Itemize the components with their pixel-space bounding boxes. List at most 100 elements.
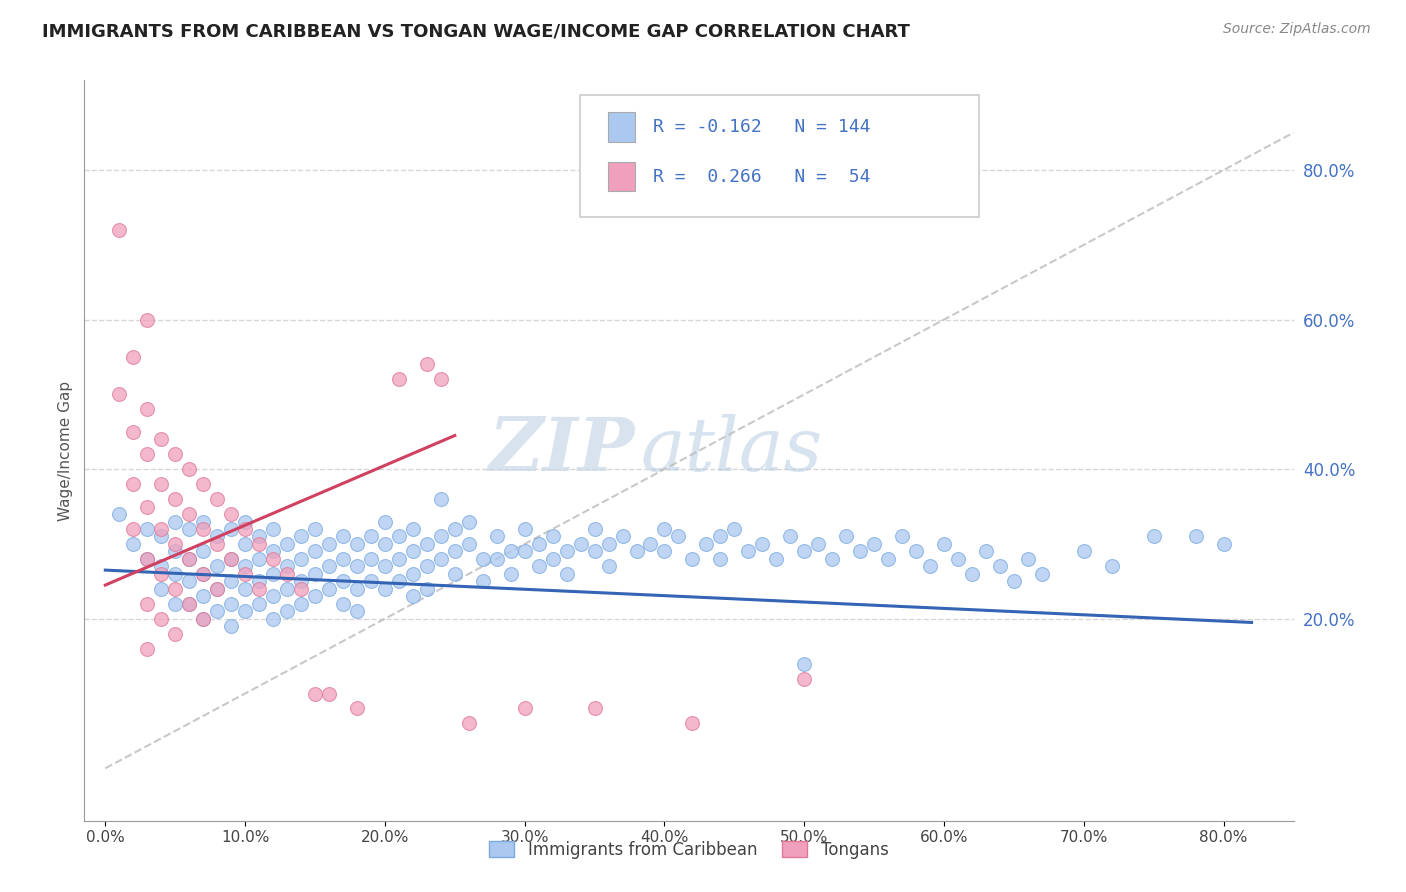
Point <box>360 529 382 543</box>
Point <box>136 641 159 656</box>
Point <box>723 522 745 536</box>
Point <box>290 582 312 596</box>
Point <box>290 552 312 566</box>
Point <box>360 552 382 566</box>
Point <box>318 686 340 700</box>
Point <box>1002 574 1025 589</box>
Point <box>779 529 801 543</box>
Point <box>555 566 578 581</box>
Point <box>430 491 453 506</box>
Point <box>318 582 340 596</box>
Point <box>165 582 187 596</box>
Point <box>443 566 465 581</box>
Point <box>807 537 830 551</box>
Point <box>1031 566 1053 581</box>
Point <box>108 387 131 401</box>
Point <box>430 372 453 386</box>
Point <box>219 552 242 566</box>
Point <box>1017 552 1039 566</box>
Point <box>262 552 284 566</box>
Point <box>205 529 228 543</box>
Point <box>179 552 201 566</box>
Point <box>276 582 298 596</box>
Point <box>233 582 256 596</box>
Point <box>150 477 173 491</box>
Point <box>849 544 872 558</box>
Point <box>304 544 326 558</box>
Point <box>932 537 955 551</box>
Point <box>416 358 439 372</box>
Point <box>681 716 703 731</box>
Point <box>443 544 465 558</box>
Point <box>205 537 228 551</box>
Point <box>193 612 215 626</box>
Point <box>388 552 411 566</box>
Point <box>416 559 439 574</box>
Point <box>332 574 354 589</box>
Point <box>654 522 676 536</box>
Point <box>612 529 634 543</box>
Point <box>136 597 159 611</box>
Point <box>165 544 187 558</box>
Point <box>1101 559 1123 574</box>
Point <box>205 491 228 506</box>
Point <box>457 515 479 529</box>
Point <box>219 507 242 521</box>
Point <box>402 522 425 536</box>
Point <box>569 537 592 551</box>
Point <box>485 529 508 543</box>
Point <box>108 223 131 237</box>
Point <box>193 566 215 581</box>
Point <box>193 612 215 626</box>
Point <box>205 582 228 596</box>
Point <box>165 626 187 640</box>
Point <box>193 522 215 536</box>
Point <box>290 529 312 543</box>
Point <box>165 447 187 461</box>
Point <box>150 566 173 581</box>
Point <box>262 544 284 558</box>
Point <box>555 544 578 558</box>
Point <box>165 566 187 581</box>
Point <box>318 559 340 574</box>
Point <box>290 574 312 589</box>
Point <box>388 574 411 589</box>
Point <box>150 559 173 574</box>
Point <box>541 529 564 543</box>
Point <box>276 559 298 574</box>
Point <box>136 552 159 566</box>
Point <box>388 529 411 543</box>
Point <box>247 597 270 611</box>
Point <box>108 507 131 521</box>
Point <box>165 537 187 551</box>
Point <box>346 604 368 618</box>
Point <box>332 552 354 566</box>
Point <box>304 566 326 581</box>
Point <box>193 515 215 529</box>
Point <box>332 597 354 611</box>
Point <box>262 522 284 536</box>
Point <box>332 529 354 543</box>
Point <box>695 537 717 551</box>
Point <box>219 619 242 633</box>
Point <box>193 589 215 603</box>
Point <box>262 566 284 581</box>
Point <box>402 544 425 558</box>
Point <box>443 522 465 536</box>
Point <box>346 537 368 551</box>
Point <box>179 522 201 536</box>
Point <box>122 350 145 364</box>
Point <box>247 552 270 566</box>
Point <box>654 544 676 558</box>
Point <box>179 597 201 611</box>
Point <box>233 604 256 618</box>
Point <box>1073 544 1095 558</box>
Point <box>219 522 242 536</box>
Text: Source: ZipAtlas.com: Source: ZipAtlas.com <box>1223 22 1371 37</box>
Point <box>457 716 479 731</box>
Point <box>276 566 298 581</box>
Point <box>430 552 453 566</box>
Point <box>150 582 173 596</box>
Legend: Immigrants from Caribbean, Tongans: Immigrants from Caribbean, Tongans <box>482 834 896 865</box>
Point <box>219 552 242 566</box>
